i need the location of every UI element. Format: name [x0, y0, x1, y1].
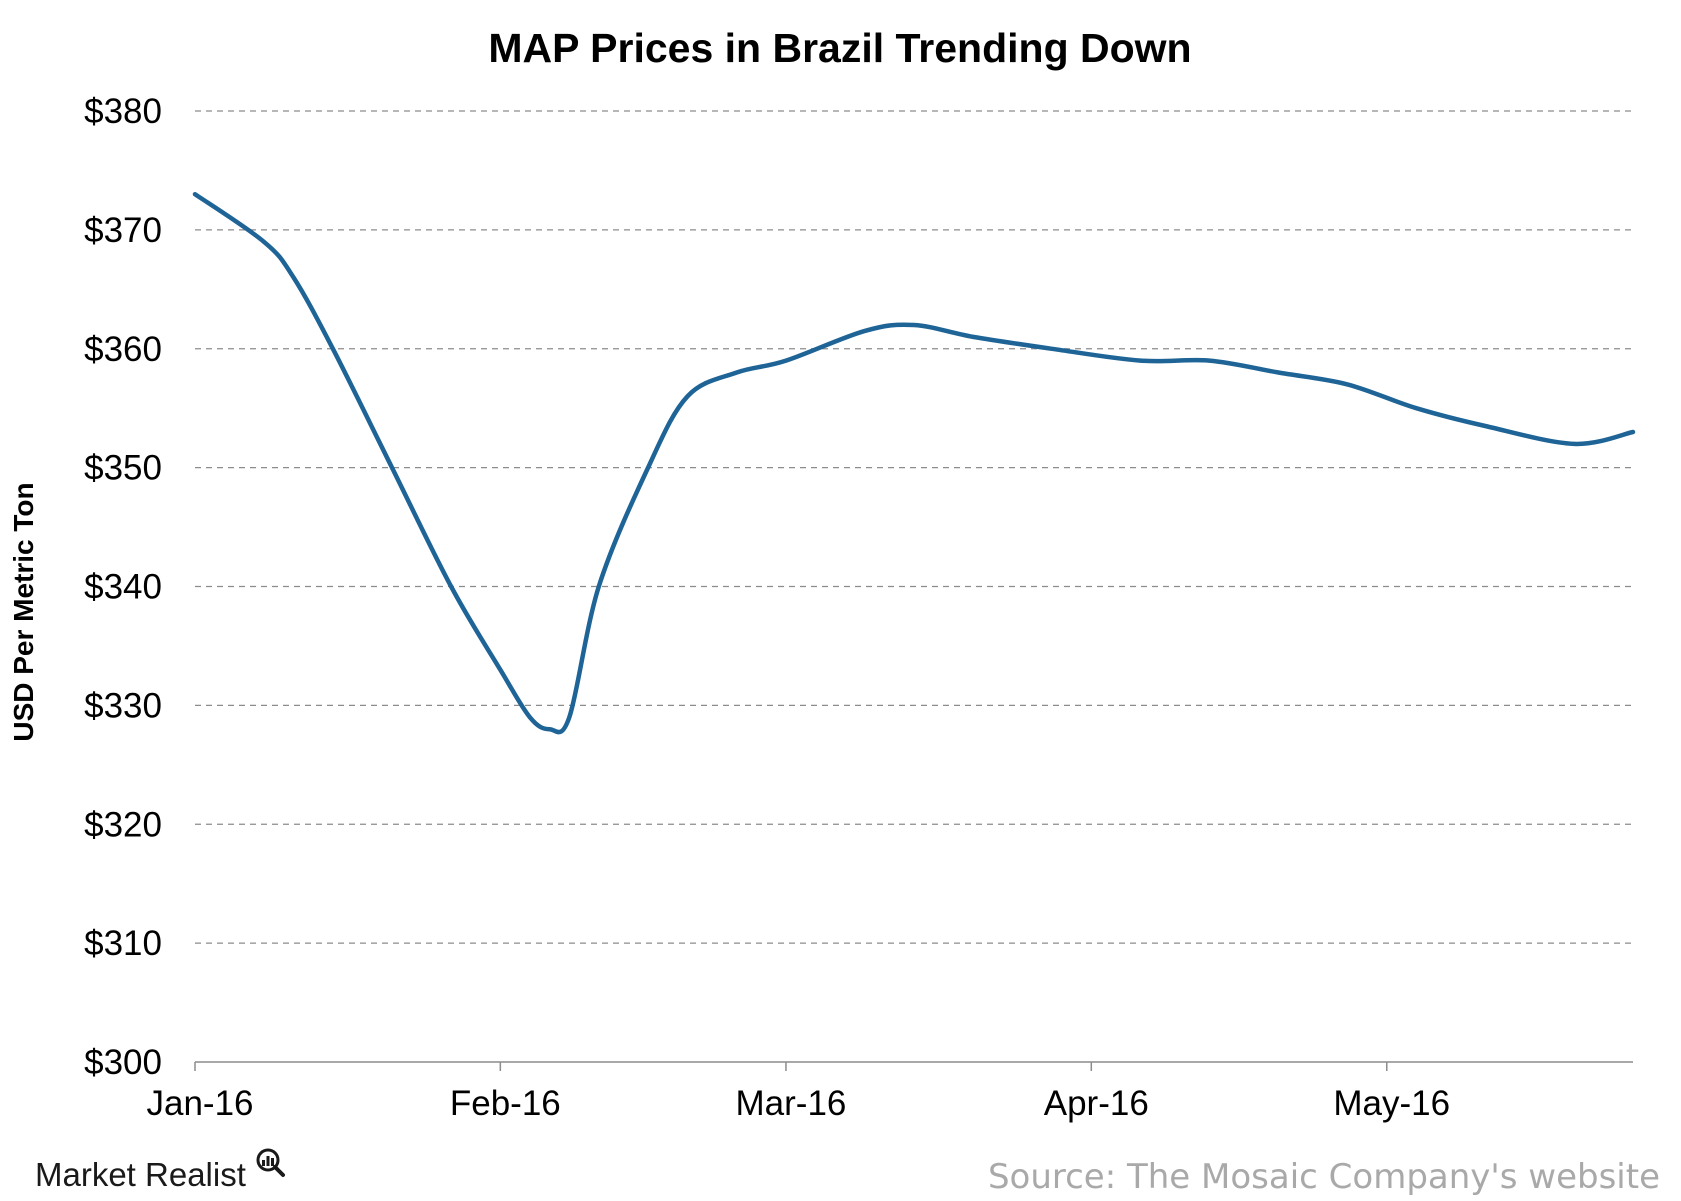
y-tick-label: $360 [84, 330, 162, 369]
brand-logo: Market Realist [35, 1148, 285, 1193]
y-tick-label: $320 [84, 805, 162, 844]
y-tick-label: $310 [84, 924, 162, 963]
y-axis-title: USD Per Metric Ton [8, 482, 39, 741]
x-tick-label: May-16 [1333, 1084, 1450, 1123]
series-line [192, 191, 1636, 735]
y-axis-tick-labels: $380 $370 $360 $350 $340 $330 $320 $310 $300 [84, 92, 162, 1082]
y-tick-label: $350 [84, 449, 162, 488]
source-note: Source: The Mosaic Company's website [988, 1157, 1660, 1197]
x-axis-tick-labels: Jan-16 Feb-16 Mar-16 Apr-16 May-16 [146, 1084, 1450, 1123]
y-tick-label: $380 [84, 92, 162, 131]
x-tick-label: Apr-16 [1044, 1084, 1149, 1123]
y-tick-label: $340 [84, 568, 162, 607]
y-tick-label: $330 [84, 686, 162, 725]
brand-name: Market Realist [35, 1156, 246, 1193]
x-tick-label: Jan-16 [146, 1084, 253, 1123]
x-tick-label: Feb-16 [450, 1084, 561, 1123]
x-tick-label: Mar-16 [736, 1084, 847, 1123]
magnifier-bars-icon [256, 1148, 285, 1177]
y-tick-label: $370 [84, 211, 162, 250]
y-tick-label: $300 [84, 1043, 162, 1082]
grid-lines [195, 110, 1633, 944]
axes [194, 1061, 1633, 1071]
chart-title: MAP Prices in Brazil Trending Down [488, 25, 1191, 71]
series-lines [192, 191, 1636, 735]
